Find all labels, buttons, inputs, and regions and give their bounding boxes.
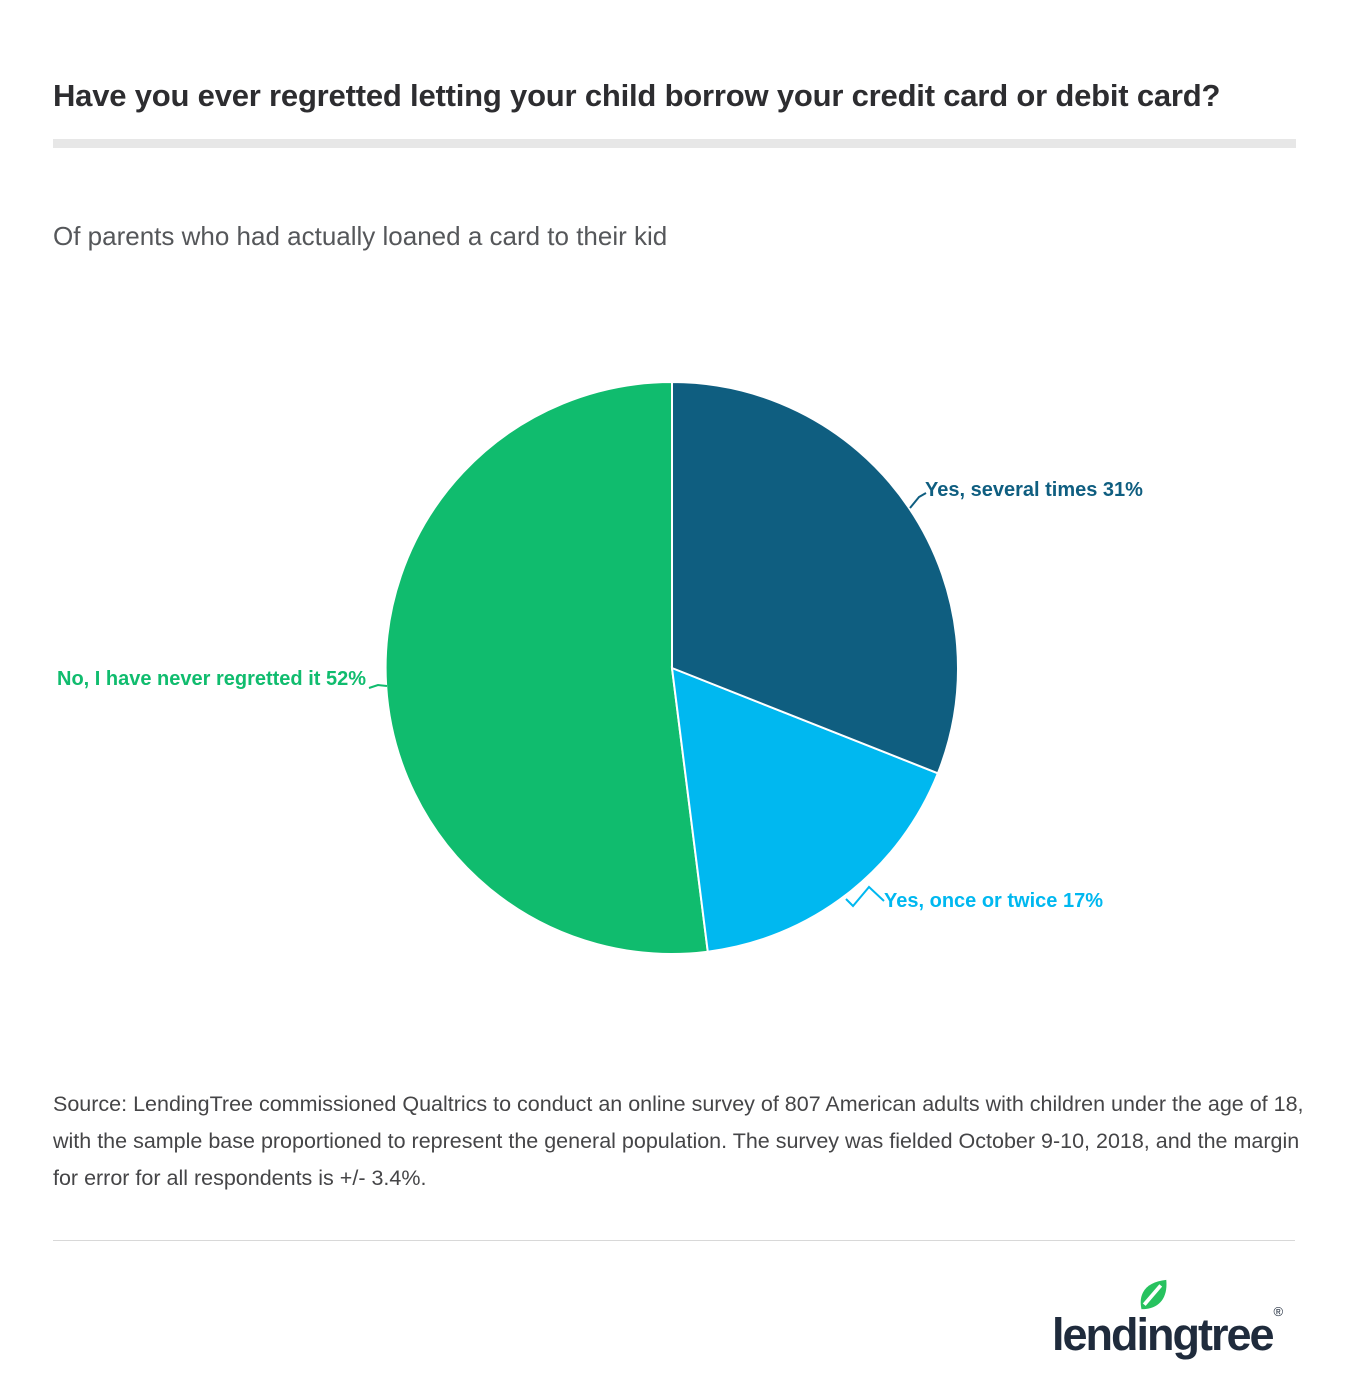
chart-title: Have you ever regretted letting your chi… [53, 78, 1221, 113]
lendingtree-logo: lendingtree® [1052, 1276, 1302, 1360]
title-divider [53, 139, 1296, 148]
chart-subtitle: Of parents who had actually loaned a car… [53, 221, 668, 251]
footer-divider [53, 1240, 1295, 1241]
source-note: Source: LendingTree commissioned Qualtri… [53, 1092, 1304, 1190]
registered-mark: ® [1273, 1304, 1284, 1319]
leaf-icon [1140, 1279, 1167, 1310]
logo-wordmark-text: lendingtree [1052, 1309, 1275, 1360]
slice-label-yes-once-or-twice: Yes, once or twice 17% [884, 890, 1103, 912]
leader-line-yes-several-times [909, 492, 927, 509]
leader-line-no-never-regretted [368, 683, 388, 689]
pie-slice-0 [671, 380, 959, 775]
pie-slice-2 [384, 380, 709, 955]
leader-line-yes-once-or-twice [845, 885, 885, 908]
slice-label-yes-several-times: Yes, several times 31% [925, 479, 1143, 501]
logo-wordmark: lendingtree® [1052, 1304, 1284, 1360]
slice-label-no-never-regretted: No, I have never regretted it 52% [57, 668, 367, 690]
